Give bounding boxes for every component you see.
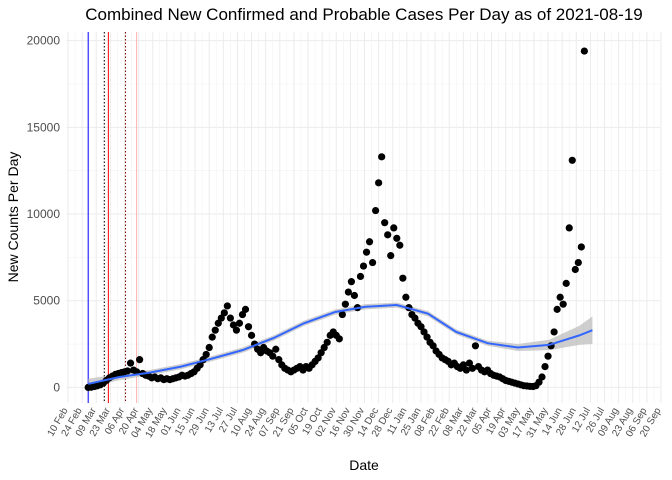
data-point [429,342,437,350]
data-point [544,352,552,360]
data-point [390,224,398,232]
data-point [420,328,428,336]
data-point [396,241,404,249]
data-point [202,350,210,359]
data-point [468,364,477,372]
data-point [344,288,352,296]
data-point [556,293,564,301]
data-point [423,333,431,341]
data-point [550,328,558,336]
data-point [220,309,228,317]
data-point [402,293,410,301]
data-point [314,354,322,362]
data-point [208,333,216,341]
reference-lines [87,32,138,403]
data-point [541,362,549,371]
data-point [241,305,250,313]
data-point [359,262,368,270]
y-axis-label: New Counts Per Day [5,152,21,283]
smooth-trend-line [87,304,593,385]
data-point [411,314,419,322]
data-point [335,335,343,343]
data-point [205,343,213,352]
data-point [257,349,265,357]
data-point [465,359,473,367]
data-point [365,238,374,246]
data-point [378,153,386,161]
data-point [356,272,365,281]
data-point [384,231,392,239]
y-tick-label: 0 [53,380,60,394]
data-point [214,319,222,327]
data-point [136,356,144,364]
data-point [272,345,280,353]
data-point [559,300,567,308]
data-point [417,323,425,331]
data-point [577,243,585,251]
data-point [535,378,543,386]
data-point [126,359,135,367]
trend-line [87,304,593,385]
data-point [574,258,582,267]
data-points [84,47,588,391]
x-axis-label: Date [349,457,379,473]
data-point [372,206,380,215]
data-point [580,47,588,55]
data-point [223,302,231,310]
data-point [244,323,253,331]
data-point [269,352,277,360]
y-tick-label: 10000 [27,207,61,221]
data-point [226,314,234,322]
data-point [562,279,570,287]
data-point [375,179,383,187]
data-point [362,248,371,256]
data-point [338,310,346,319]
data-point [471,342,480,350]
data-point [350,291,359,300]
data-point [323,338,331,346]
data-point [275,356,283,364]
y-axis-ticks: 0 5000 10000 15000 20000 [27,34,61,395]
grid [66,32,662,403]
smooth-confidence-band [88,302,593,388]
chart-title: Combined New Confirmed and Probable Case… [85,5,643,24]
data-point [387,252,395,260]
data-point [381,219,389,227]
data-point [232,326,241,334]
y-tick-label: 5000 [33,294,60,308]
data-point [399,274,407,282]
data-point [368,258,377,267]
data-point [462,366,470,374]
data-point [235,319,244,327]
data-point [347,278,356,286]
data-point [459,361,467,369]
confidence-band [88,302,593,388]
data-point [571,265,579,274]
data-point [341,300,349,308]
data-point [217,314,225,322]
data-point [553,305,561,313]
data-point [211,326,219,334]
data-point [565,224,573,232]
data-point [568,156,576,164]
data-point [238,310,247,319]
data-point [317,349,325,357]
data-point [393,234,401,242]
data-point [538,373,546,381]
data-point [229,321,238,329]
data-point [247,331,256,339]
data-point [123,367,132,375]
y-tick-label: 20000 [27,34,61,48]
data-point [320,343,328,352]
y-tick-label: 15000 [27,120,61,134]
